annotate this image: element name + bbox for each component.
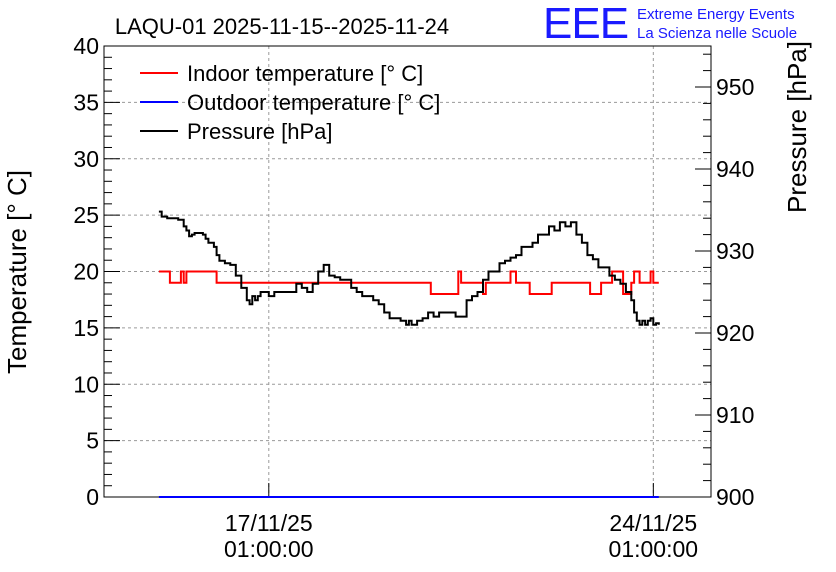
y2-axis-label: Pressure [hPa] bbox=[782, 41, 812, 213]
y2-tick-label: 950 bbox=[716, 74, 754, 100]
axes: 0 5 10 15 20 25 30 35 40 900 910 920 930 940 950 17/11/… bbox=[73, 33, 754, 562]
y-tick-label: 30 bbox=[73, 146, 99, 172]
chart-title: LAQU-01 2025-11-15--2025-11-24 bbox=[115, 14, 449, 39]
x-tick-label-time: 01:00:00 bbox=[609, 536, 699, 562]
y-tick-label: 25 bbox=[73, 202, 99, 228]
y-tick-label: 0 bbox=[86, 484, 99, 510]
legend: Indoor temperature [° C] Outdoor temperat… bbox=[140, 61, 440, 144]
y2-tick-label: 940 bbox=[716, 156, 754, 182]
eee-logo: EEE Extreme Energy Events La Scienza nel… bbox=[543, 2, 833, 46]
y2-tick-label: 920 bbox=[716, 320, 754, 346]
y-tick-label: 15 bbox=[73, 315, 99, 341]
y-tick-label: 20 bbox=[73, 259, 99, 285]
y2-tick-label: 930 bbox=[716, 238, 754, 264]
legend-label-0: Indoor temperature [° C] bbox=[187, 61, 423, 86]
logo-text-line-2: La Scienza nelle Scuole bbox=[637, 25, 798, 42]
legend-label-1: Outdoor temperature [° C] bbox=[187, 90, 440, 115]
y-tick-label: 40 bbox=[73, 33, 99, 59]
legend-label-2: Pressure [hPa] bbox=[187, 119, 333, 144]
y2-tick-label: 900 bbox=[716, 484, 754, 510]
y-tick-label: 10 bbox=[73, 371, 99, 397]
x-tick-label-time: 01:00:00 bbox=[224, 536, 314, 562]
x-tick-label-date: 24/11/25 bbox=[609, 510, 697, 536]
y-tick-label: 35 bbox=[73, 89, 99, 115]
y-tick-label: 5 bbox=[86, 428, 99, 454]
series-line-0 bbox=[158, 270, 659, 295]
logo-text-line-1: Extreme Energy Events bbox=[637, 6, 795, 23]
y2-tick-label: 910 bbox=[716, 402, 754, 428]
series-layer bbox=[158, 210, 660, 498]
eee-logo-mark: EEE bbox=[543, 0, 629, 48]
x-tick-label-date: 17/11/25 bbox=[225, 510, 313, 536]
series-line-2 bbox=[158, 210, 660, 326]
y-axis-label: Temperature [° C] bbox=[2, 170, 32, 374]
